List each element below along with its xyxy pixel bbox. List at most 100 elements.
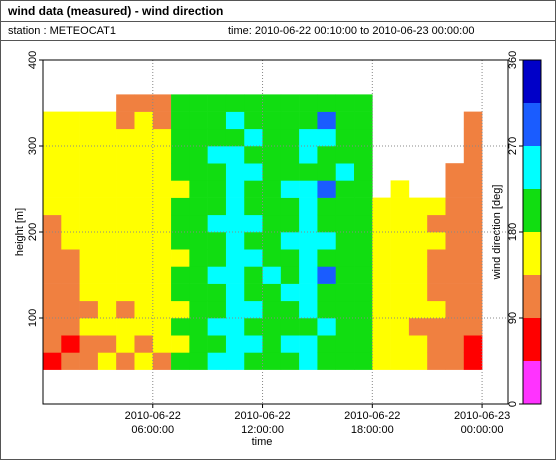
y-axis-label: height [m]: [14, 208, 26, 256]
cell: [299, 318, 318, 336]
cell: [408, 352, 428, 370]
cell: [207, 335, 227, 353]
cell: [61, 163, 80, 181]
cell: [445, 180, 465, 198]
cell: [152, 163, 172, 181]
cell: [280, 146, 300, 164]
cell: [354, 300, 373, 319]
cell: [61, 111, 80, 130]
cell: [152, 266, 172, 284]
cell: [335, 266, 355, 284]
cell: [299, 214, 318, 233]
cell: [372, 266, 391, 284]
cell: [152, 232, 172, 250]
cell: [79, 146, 99, 164]
cell: [43, 111, 62, 130]
cell: [408, 232, 428, 250]
cell: [463, 232, 483, 250]
cell: [317, 335, 337, 353]
cell: [61, 318, 80, 336]
cell: [225, 128, 245, 147]
cell: [61, 128, 80, 147]
cell: [427, 266, 446, 284]
y-tick-label: 200: [27, 223, 39, 241]
cell: [61, 232, 80, 250]
cell: [445, 352, 465, 370]
cell: [372, 249, 391, 267]
cell: [79, 249, 99, 267]
cell: [463, 146, 483, 164]
station: station : METEOCAT1: [8, 25, 116, 37]
cell: [335, 249, 355, 267]
cell: [317, 352, 337, 370]
colorbar-tick-label: 90: [507, 312, 519, 324]
cell: [43, 214, 62, 233]
cell: [116, 283, 135, 302]
cell: [134, 318, 154, 336]
cell: [299, 128, 318, 147]
x-tick-label: 2010-06-22 12:00:00: [234, 410, 290, 436]
cell: [335, 214, 355, 233]
cell: [97, 318, 117, 336]
cell: [189, 266, 208, 284]
cell: [79, 163, 99, 181]
cell: [116, 146, 135, 164]
cell: [390, 266, 410, 284]
cell: [354, 128, 373, 147]
cell: [280, 318, 300, 336]
cell: [116, 318, 135, 336]
cell: [390, 318, 410, 336]
cell: [171, 111, 190, 130]
cell: [335, 335, 355, 353]
cell: [97, 266, 117, 284]
cell: [97, 335, 117, 353]
cell: [152, 300, 172, 319]
cell: [225, 232, 245, 250]
cell: [299, 163, 318, 181]
cell: [372, 352, 391, 370]
cell: [262, 335, 282, 353]
cell: [335, 352, 355, 370]
cell: [445, 283, 465, 302]
cell: [116, 335, 135, 353]
cell: [134, 180, 154, 198]
cell: [280, 283, 300, 302]
cell: [189, 163, 208, 181]
cell: [280, 352, 300, 370]
cell: [427, 352, 446, 370]
cell: [171, 318, 190, 336]
cell: [116, 352, 135, 370]
colorbar-tick-label: 270: [507, 137, 519, 155]
cell: [262, 163, 282, 181]
cell: [207, 249, 227, 267]
cell: [408, 318, 428, 336]
cell: [79, 335, 99, 353]
cell: [280, 335, 300, 353]
cell: [171, 335, 190, 353]
cell: [427, 249, 446, 267]
cell: [262, 352, 282, 370]
cell: [134, 283, 154, 302]
cell: [189, 94, 208, 112]
cell: [61, 214, 80, 233]
cell: [354, 163, 373, 181]
cell: [317, 300, 337, 319]
cell: [262, 111, 282, 130]
cell: [262, 249, 282, 267]
cell: [445, 249, 465, 267]
cell: [171, 163, 190, 181]
cell: [225, 300, 245, 319]
cell: [79, 197, 99, 216]
cell: [189, 232, 208, 250]
cell: [262, 283, 282, 302]
cell: [207, 318, 227, 336]
cell: [244, 266, 263, 284]
cell: [43, 232, 62, 250]
cell: [189, 318, 208, 336]
cell: [171, 180, 190, 198]
cell: [225, 335, 245, 353]
cell: [463, 352, 483, 370]
colorbar-swatch: [523, 232, 541, 275]
colorbar-tick-label: 0: [507, 401, 519, 407]
cell: [207, 283, 227, 302]
